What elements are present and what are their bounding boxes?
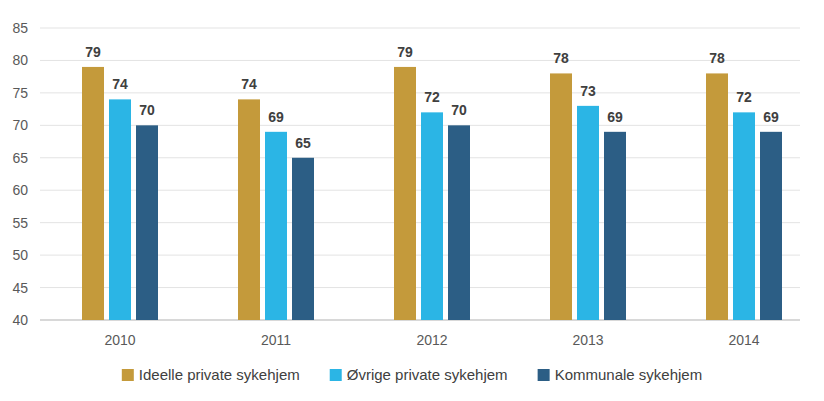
data-label: 69 — [268, 109, 284, 125]
data-label: 79 — [85, 44, 101, 60]
data-label: 70 — [139, 102, 155, 118]
legend-swatch — [330, 369, 342, 381]
y-tick-label: 50 — [12, 247, 28, 263]
chart-svg: 40 45 50 55 60 65 70 75 80 85 79 74 70 74 69 65 79 72 70 78… — [0, 0, 824, 401]
legend-item: Kommunale sykehjem — [538, 366, 703, 383]
grid-line — [40, 60, 800, 61]
bar — [292, 158, 314, 320]
data-label: 74 — [241, 76, 257, 92]
y-tick-label: 70 — [12, 117, 28, 133]
x-tick-label: 2010 — [104, 332, 135, 348]
data-label: 70 — [451, 102, 467, 118]
legend-item: Ideelle private sykehjem — [122, 366, 300, 383]
data-label: 79 — [397, 44, 413, 60]
legend-label: Ideelle private sykehjem — [139, 366, 300, 383]
grid-line — [40, 28, 800, 29]
bar — [136, 125, 158, 320]
legend-swatch — [538, 369, 550, 381]
bar — [550, 73, 572, 320]
bars-group — [82, 67, 782, 320]
labels-group: 79 74 70 74 69 65 79 72 70 78 73 69 78 72 69 — [85, 44, 779, 151]
bar — [706, 73, 728, 320]
bar — [760, 132, 782, 320]
data-label: 72 — [736, 89, 752, 105]
data-label: 73 — [580, 83, 596, 99]
bar — [82, 67, 104, 320]
bar — [109, 99, 131, 320]
y-tick-label: 55 — [12, 215, 28, 231]
bar — [448, 125, 470, 320]
data-label: 78 — [709, 50, 725, 66]
bar — [604, 132, 626, 320]
y-tick-label: 45 — [12, 280, 28, 296]
legend-label: Øvrige private sykehjem — [347, 366, 508, 383]
legend: Ideelle private sykehjem Øvrige private s… — [122, 366, 702, 383]
x-tick-label: 2014 — [728, 332, 759, 348]
y-tick-label: 85 — [12, 20, 28, 36]
y-tick-label: 60 — [12, 182, 28, 198]
data-label: 65 — [295, 135, 311, 151]
bar — [421, 112, 443, 320]
bar — [394, 67, 416, 320]
data-label: 69 — [763, 109, 779, 125]
bar — [265, 132, 287, 320]
data-label: 72 — [424, 89, 440, 105]
x-tick-label: 2011 — [261, 332, 291, 348]
x-tick-label: 2013 — [572, 332, 603, 348]
legend-item: Øvrige private sykehjem — [330, 366, 508, 383]
data-label: 78 — [553, 50, 569, 66]
legend-label: Kommunale sykehjem — [555, 366, 703, 383]
bar — [577, 106, 599, 320]
y-tick-label: 40 — [12, 312, 28, 328]
grid-line — [40, 92, 800, 93]
data-label: 69 — [607, 109, 623, 125]
y-tick-label: 75 — [12, 85, 28, 101]
chart-container: 40 45 50 55 60 65 70 75 80 85 79 74 70 74 69 65 79 72 70 78… — [0, 0, 824, 401]
bar — [733, 112, 755, 320]
legend-swatch — [122, 369, 134, 381]
y-tick-label: 80 — [12, 52, 28, 68]
bar — [238, 99, 260, 320]
x-tick-label: 2012 — [416, 332, 447, 348]
y-tick-label: 65 — [12, 150, 28, 166]
data-label: 74 — [112, 76, 128, 92]
